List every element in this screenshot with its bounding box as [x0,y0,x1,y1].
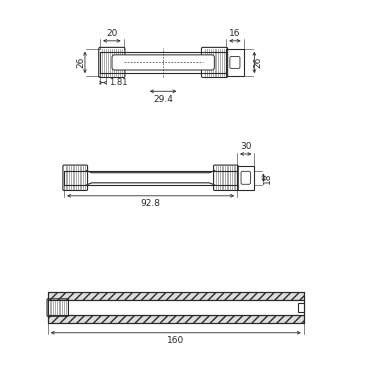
Text: 20: 20 [106,29,117,38]
Bar [124,52,203,73]
Bar [298,303,304,312]
Bar [203,49,226,76]
Bar [48,300,68,315]
Bar [226,49,243,76]
Bar [237,166,254,190]
FancyBboxPatch shape [230,57,240,68]
Text: 160: 160 [167,336,184,345]
Text: 92.8: 92.8 [141,199,161,208]
FancyBboxPatch shape [241,171,250,184]
Text: 26: 26 [77,57,86,68]
Text: 16: 16 [229,29,241,38]
Bar [48,300,304,315]
Text: 1.81: 1.81 [109,78,127,87]
Text: 26: 26 [254,57,263,68]
Polygon shape [86,171,215,185]
Bar [48,293,304,300]
Bar [215,166,237,189]
Text: 30: 30 [240,142,251,151]
Text: 29.4: 29.4 [153,95,173,104]
FancyBboxPatch shape [112,55,214,70]
Text: 18: 18 [263,172,272,184]
Bar [100,49,124,76]
Bar [64,166,86,189]
Bar [48,315,304,323]
